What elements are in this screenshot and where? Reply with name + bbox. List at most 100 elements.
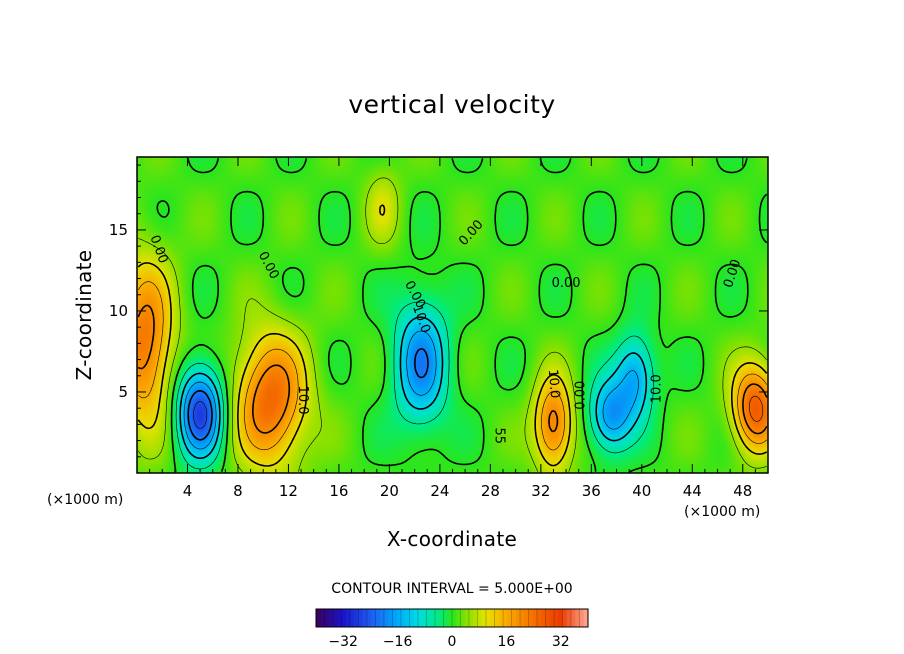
contour-label: 10.0: [649, 374, 664, 403]
colorbar-cell: [350, 609, 355, 627]
colorbar-cell: [405, 609, 411, 627]
contour-line: [175, 301, 654, 470]
colorbar-cell: [401, 609, 406, 627]
colorbar-cell: [362, 609, 368, 627]
colorbar-cell: [532, 609, 538, 627]
colorbar-cell: [566, 609, 572, 627]
y-tick-label: 15: [109, 221, 128, 239]
contour-line: [183, 330, 639, 450]
colorbar-cell: [324, 609, 330, 627]
colorbar-cell: [396, 609, 402, 627]
contour-line: [137, 304, 768, 435]
x-tick-label: 20: [380, 482, 399, 500]
colorbar-tick-label: 0: [448, 634, 457, 650]
colorbar-cell: [341, 609, 347, 627]
colorbar-cell: [490, 609, 496, 627]
colorbar-frame: [315, 608, 589, 628]
contour-line: [137, 204, 768, 467]
colorbar-cell: [579, 609, 585, 627]
colorbar-cell: [541, 609, 547, 627]
colorbar-cell: [439, 609, 445, 627]
colorbar-cell: [388, 609, 394, 627]
colorbar-cell: [367, 609, 372, 627]
y-axis-ticks: 5 10 15: [109, 164, 768, 458]
colorbar-cell: [422, 609, 428, 627]
colorbar-cell: [460, 609, 466, 627]
x-axis-ticks: 4 8 12 16 20 24 28 32 36 40 44 48: [149, 157, 756, 500]
colorbar-cell: [452, 609, 457, 627]
colorbar-cell: [384, 609, 389, 627]
colorbar-cell: [345, 609, 351, 627]
y-tick-label: 10: [109, 302, 128, 320]
colorbar-cell: [413, 609, 419, 627]
x-tick-label: 24: [430, 482, 449, 500]
colorbar-cell: [554, 609, 559, 627]
colorbar-cell: [503, 609, 508, 627]
contour-label: 10.0: [295, 386, 310, 415]
x-tick-label: 8: [233, 482, 243, 500]
colorbar-cell: [358, 609, 364, 627]
x-axis-unit-left: (×1000 m): [47, 492, 123, 508]
colorbar-cell: [520, 609, 525, 627]
colorbar-tick-label: −16: [383, 634, 413, 650]
colorbar-ticks: −32 −16 0 16 32: [328, 634, 569, 650]
colorbar-cell: [562, 609, 568, 627]
contour-label: 10.0: [545, 369, 562, 399]
x-tick-label: 32: [531, 482, 550, 500]
contour-line: [138, 177, 767, 472]
chart-title: vertical velocity: [348, 90, 555, 119]
colorbar-cell: [498, 609, 504, 627]
x-tick-label: 36: [582, 482, 601, 500]
colorbar-cell: [575, 609, 581, 627]
colorbar-cell: [486, 609, 491, 627]
contour-line: [193, 401, 208, 429]
colorbar-cell: [337, 609, 343, 627]
colorbar-cell: [430, 609, 436, 627]
colorbar-tick-label: 16: [497, 634, 515, 650]
colorbar-cell: [375, 609, 381, 627]
colorbar-tick-label: 32: [552, 634, 570, 650]
colorbar-cell: [371, 609, 377, 627]
x-axis-label: X-coordinate: [387, 527, 517, 551]
colorbar-cell: [392, 609, 398, 627]
colorbar-cell: [481, 609, 487, 627]
colorbar-cell: [328, 609, 334, 627]
colorbar-cell: [426, 609, 432, 627]
colorbar-cell: [511, 609, 517, 627]
contour-line: [749, 395, 764, 422]
contour-line: [187, 347, 429, 441]
colorbar: −32 −16 0 16 32: [315, 608, 589, 650]
colorbar-cell: [515, 609, 521, 627]
colorbar-cell: [320, 609, 326, 627]
contour-line: [179, 316, 648, 459]
x-tick-label: 44: [683, 482, 702, 500]
contour-line: [138, 281, 767, 451]
colorbar-cell: [447, 609, 453, 627]
contour-label: 0.00: [574, 381, 589, 410]
colorbar-cell: [524, 609, 530, 627]
x-tick-label: 4: [183, 482, 193, 500]
colorbar-cell: [469, 609, 474, 627]
colorbar-cell: [379, 609, 385, 627]
colorbar-cell: [473, 609, 479, 627]
colorbar-cells: [315, 609, 589, 627]
contour-line: [156, 158, 768, 473]
colorbar-cell: [558, 609, 564, 627]
colorbar-cell: [494, 609, 500, 627]
colorbar-cell: [583, 609, 589, 627]
colorbar-cell: [443, 609, 449, 627]
colorbar-cell: [333, 609, 338, 627]
x-tick-label: 16: [329, 482, 348, 500]
colorbar-cell: [409, 609, 415, 627]
contour-lines: [137, 158, 768, 473]
colorbar-cell: [354, 609, 360, 627]
colorbar-cell: [435, 609, 440, 627]
x-tick-label: 48: [733, 482, 752, 500]
colorbar-cell: [316, 609, 321, 627]
colorbar-cell: [545, 609, 551, 627]
contour-label: 55: [492, 427, 507, 444]
colorbar-cell: [537, 609, 542, 627]
colorbar-cell: [549, 609, 555, 627]
